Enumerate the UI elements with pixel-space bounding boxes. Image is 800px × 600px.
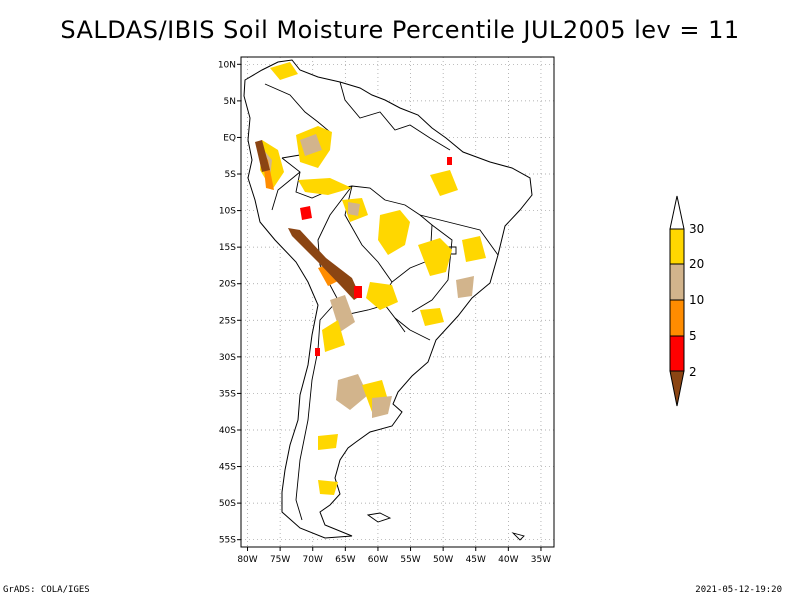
shade-region	[322, 320, 345, 352]
colorbar: 2 5 10 20 30	[669, 195, 704, 407]
y-tick-label: 25S	[219, 316, 236, 326]
colorbar-segment-5-10	[669, 299, 685, 337]
x-tick-label: 35W	[531, 555, 551, 565]
y-tick-label: 5S	[225, 170, 237, 180]
colorbar-label-10: 10	[689, 293, 704, 307]
colorbar-bottom-arrow	[669, 370, 685, 407]
y-tick-label: 15S	[219, 243, 236, 253]
colorbar-label-5: 5	[689, 329, 697, 343]
map-frame	[240, 56, 555, 548]
footer-timestamp: 2021-05-12-19:20	[695, 585, 782, 595]
shade-region	[366, 282, 398, 310]
shade-region	[318, 480, 338, 495]
shade-region	[300, 206, 312, 220]
shade-region	[288, 228, 360, 300]
x-tick-label: 60W	[368, 555, 388, 565]
shade-region	[447, 157, 452, 165]
shade-region	[430, 170, 458, 196]
y-tick-label: 10S	[219, 207, 236, 217]
map-title: SALDAS/IBIS Soil Moisture Percentile JUL…	[60, 16, 740, 44]
y-tick-label: 35S	[219, 389, 236, 399]
shade-region	[378, 210, 410, 255]
y-tick-label: EQ	[223, 133, 236, 143]
colorbar-label-30: 30	[689, 222, 704, 236]
x-tick-label: 45W	[466, 555, 486, 565]
y-tick-label: 40S	[219, 426, 236, 436]
y-axis-labels: 10N 5N EQ 5S 10S 15S 20S 25S 30S 35S 40S 45S 50S 55S	[218, 60, 241, 546]
shade-region	[318, 434, 338, 450]
shade-region	[270, 62, 298, 80]
y-tick-label: 10N	[218, 60, 236, 70]
footer-credit: GrADS: COLA/IGES	[3, 585, 90, 595]
colorbar-segment-2-5	[669, 335, 685, 372]
y-tick-label: 55S	[219, 536, 236, 546]
colorbar-segment-10-20	[669, 263, 685, 301]
shade-region	[255, 140, 270, 172]
x-tick-label: 55W	[400, 555, 420, 565]
shade-region	[456, 276, 474, 298]
shade-region	[348, 202, 360, 216]
x-tick-label: 40W	[498, 555, 518, 565]
shade-region	[418, 238, 452, 276]
x-tick-label: 70W	[303, 555, 323, 565]
shade-region	[354, 286, 362, 298]
shade-region	[315, 348, 320, 356]
shade-region	[298, 178, 352, 195]
soil-moisture-shading	[255, 62, 486, 495]
y-tick-label: 5N	[224, 97, 236, 107]
y-tick-label: 20S	[219, 280, 236, 290]
shade-region	[300, 134, 322, 156]
colorbar-label-2: 2	[689, 365, 697, 379]
x-axis-labels: 80W 75W 70W 65W 60W 55W 50W 45W 40W 35W	[237, 547, 551, 565]
colorbar-top-arrow	[669, 195, 685, 230]
shade-region	[420, 308, 444, 326]
colorbar-segment-20-30	[669, 228, 685, 265]
shade-region	[318, 264, 340, 286]
shade-region	[336, 374, 368, 410]
x-tick-label: 65W	[335, 555, 355, 565]
shade-region	[462, 236, 486, 262]
shade-region	[330, 295, 355, 332]
x-tick-label: 80W	[237, 555, 257, 565]
y-tick-label: 50S	[219, 499, 236, 509]
y-tick-label: 45S	[219, 463, 236, 473]
shade-region	[372, 396, 392, 418]
x-tick-label: 75W	[270, 555, 290, 565]
colorbar-label-20: 20	[689, 257, 704, 271]
x-tick-label: 50W	[433, 555, 453, 565]
y-tick-label: 30S	[219, 353, 236, 363]
